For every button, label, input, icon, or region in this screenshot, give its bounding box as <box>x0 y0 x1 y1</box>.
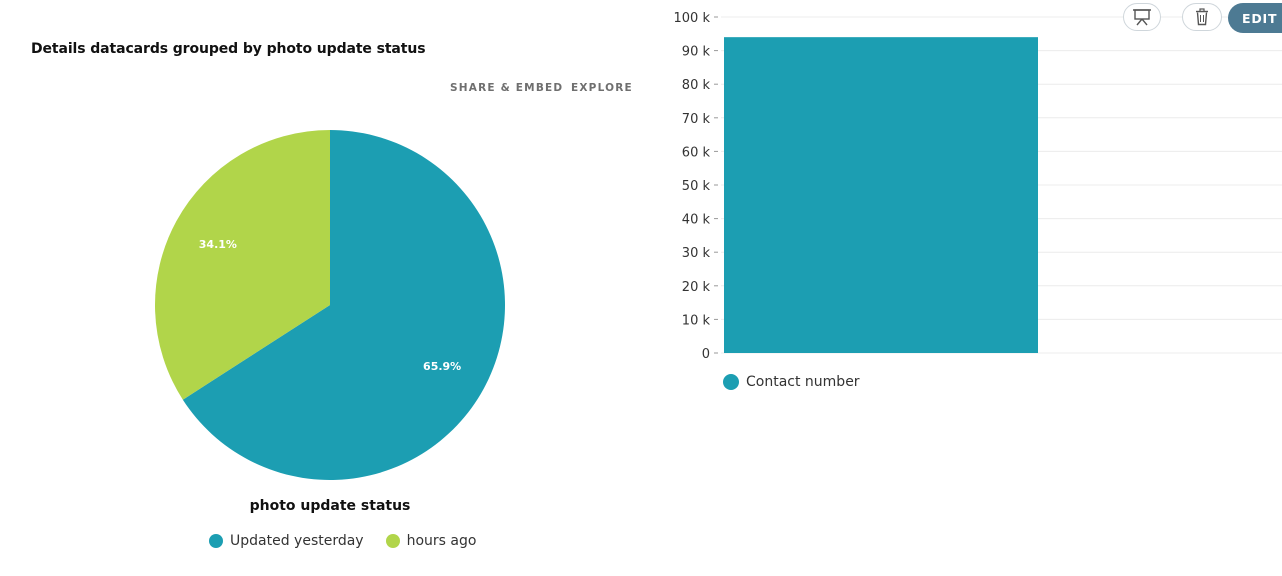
explore-link[interactable]: EXPLORE <box>571 82 633 94</box>
legend-label: Contact number <box>746 374 860 390</box>
y-tick-label: 80 k <box>682 78 711 93</box>
legend-swatch <box>209 534 223 548</box>
y-tick-label: 10 k <box>682 313 711 328</box>
slice-value-label: 65.9% <box>423 360 461 373</box>
edit-button[interactable]: EDIT <box>1228 3 1282 33</box>
pie-slice-hours-ago[interactable] <box>155 130 330 400</box>
presentation-icon <box>1133 9 1151 26</box>
y-tick-label: 40 k <box>682 213 711 228</box>
trash-icon <box>1196 8 1208 26</box>
y-tick-label: 100 k <box>674 11 711 26</box>
bar-contact-number[interactable] <box>724 37 1038 353</box>
share-embed-link[interactable]: SHARE & EMBED <box>450 82 564 94</box>
y-tick-label: 70 k <box>682 112 711 127</box>
y-tick-label: 0 <box>702 347 710 362</box>
legend-item-hours-ago[interactable]: hours ago <box>385 533 477 549</box>
bar-legend: Contact number <box>723 374 860 390</box>
legend-label: hours ago <box>406 533 477 549</box>
y-tick-label: 50 k <box>682 179 711 194</box>
y-tick-label: 90 k <box>682 45 711 60</box>
pie-slice-updated-yesterday[interactable] <box>182 130 505 481</box>
legend-swatch <box>723 374 739 390</box>
slice-value-label: 34.1% <box>199 238 237 251</box>
delete-button[interactable] <box>1182 3 1222 31</box>
y-tick-label: 30 k <box>682 246 711 261</box>
bar-chart: 0 10 k 20 k 30 k 40 k 50 k 60 k 70 k 80 k 90 k 100… <box>674 11 1282 362</box>
pie-axis-label: photo update status <box>249 498 411 514</box>
legend-label: Updated yesterday <box>230 533 364 549</box>
legend-swatch <box>385 534 400 548</box>
pie-chart: 65.9% 34.1% <box>155 130 505 481</box>
chart-title: Details datacards grouped by photo updat… <box>31 41 426 57</box>
pie-legend: Updated yesterday hours ago <box>209 533 476 549</box>
y-tick-label: 20 k <box>682 280 711 295</box>
legend-item-contact-number[interactable]: Contact number <box>723 374 860 390</box>
y-tick-label: 60 k <box>682 145 711 160</box>
legend-item-updated-yesterday[interactable]: Updated yesterday <box>209 533 364 549</box>
present-button[interactable] <box>1123 3 1161 31</box>
